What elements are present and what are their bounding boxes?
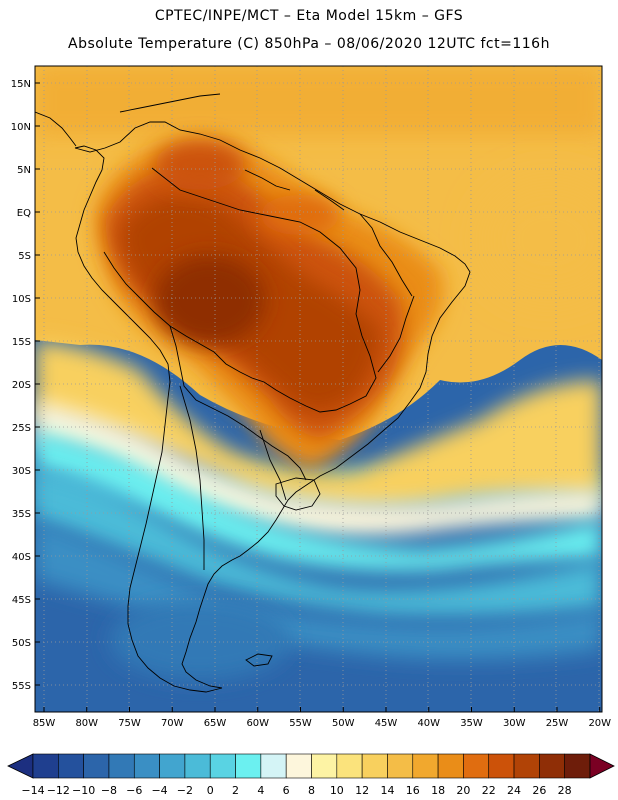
coastlines-and-borders (35, 93, 471, 693)
colorbar-swatch (412, 753, 439, 779)
lat-tick-label: 10N (11, 122, 31, 133)
colorbar-swatch (387, 753, 414, 779)
colorbar-label: 28 (558, 784, 572, 797)
colorbar-swatch (83, 753, 110, 779)
lat-tick-label: 5N (17, 165, 31, 176)
lon-tick-label: 30W (503, 718, 526, 729)
colorbar-label: 4 (257, 784, 264, 797)
colorbar-label: 26 (532, 784, 546, 797)
graticule (35, 66, 602, 712)
colorbar-swatch (463, 753, 490, 779)
lon-tick-label: 65W (204, 718, 227, 729)
lat-tick-label: 15S (12, 337, 31, 348)
colorbar-under-arrow (7, 753, 34, 779)
colorbar-label: 12 (355, 784, 369, 797)
temperature-colorbar: −14 −12 −10 −8 −6 −4 −2 0 2 4 6 8 10 12 14 16 18 20 22 24 26… (7, 753, 615, 797)
lon-tick-label: 55W (289, 718, 312, 729)
colorbar-label: −2 (177, 784, 193, 797)
colorbar-swatch (209, 753, 236, 779)
lat-tick-label: 10S (12, 294, 31, 305)
colorbar-label: −14 (21, 784, 44, 797)
colorbar-swatch (564, 753, 591, 779)
colorbar-label: 24 (507, 784, 521, 797)
colorbar-swatch (32, 753, 59, 779)
lon-tick-label: 20W (588, 718, 611, 729)
map-frame (34, 65, 603, 713)
colorbar-swatch (488, 753, 515, 779)
colorbar-swatch (513, 753, 540, 779)
colorbar-label: −6 (126, 784, 142, 797)
map-title-line-1: CPTEC/INPE/MCT – Eta Model 15km – GFS (154, 8, 464, 24)
map-title-line-2: Absolute Temperature (C) 850hPa – 08/06/… (68, 36, 550, 52)
colorbar-swatch (361, 753, 388, 779)
colorbar-swatch (159, 753, 186, 779)
colorbar-label: 2 (232, 784, 239, 797)
lon-tick-label: 35W (460, 718, 483, 729)
lat-tick-label: 35S (12, 509, 31, 520)
lat-tick-label: 30S (12, 466, 31, 477)
lat-tick-label: 50S (12, 638, 31, 649)
colorbar-label: −8 (101, 784, 117, 797)
colorbar-swatch (260, 753, 287, 779)
colorbar-label: 16 (406, 784, 420, 797)
colorbar-swatch (539, 753, 565, 779)
lon-tick-label: 40W (417, 718, 440, 729)
colorbar-label: 10 (330, 784, 344, 797)
latitude-axis: 15N 10N 5N EQ 5S 10S 15S 20S 25S 30S 35S 40S 45S 50S 5… (11, 79, 40, 692)
lat-tick-label: 5S (18, 251, 31, 262)
lat-tick-label: EQ (17, 208, 31, 219)
colorbar-swatch (108, 753, 135, 779)
colorbar-label: −10 (72, 784, 95, 797)
colorbar-label: 8 (308, 784, 315, 797)
lat-tick-label: 45S (12, 595, 31, 606)
lat-tick-label: 20S (12, 380, 31, 391)
colorbar-swatch (58, 753, 84, 779)
lat-tick-label: 40S (12, 552, 31, 563)
temperature-field (35, 66, 602, 712)
colorbar-label: 14 (380, 784, 394, 797)
lon-tick-label: 85W (33, 718, 56, 729)
lat-tick-label: 25S (12, 423, 31, 434)
colorbar-swatch (285, 753, 312, 779)
colorbar-label: 6 (283, 784, 290, 797)
longitude-axis: 85W 80W 75W 70W 65W 60W 55W 50W 45W 40W 35W 30W 25W 2… (33, 707, 611, 729)
lon-tick-label: 60W (246, 718, 269, 729)
colorbar-label: 22 (482, 784, 496, 797)
colorbar-over-arrow (589, 753, 615, 779)
colorbar-label: −4 (151, 784, 167, 797)
colorbar-swatch (437, 753, 464, 779)
colorbar-swatch (133, 753, 160, 779)
lon-tick-label: 25W (546, 718, 569, 729)
colorbar-swatch (336, 753, 363, 779)
lat-tick-label: 15N (11, 79, 31, 90)
colorbar-swatch (311, 753, 338, 779)
lon-tick-label: 45W (375, 718, 398, 729)
lon-tick-label: 75W (118, 718, 141, 729)
colorbar-label: 0 (207, 784, 214, 797)
colorbar-swatch (184, 753, 211, 779)
lon-tick-label: 80W (75, 718, 98, 729)
colorbar-label: 20 (456, 784, 470, 797)
lon-tick-label: 50W (332, 718, 355, 729)
lat-tick-label: 55S (12, 681, 31, 692)
colorbar-swatch (235, 753, 262, 779)
colorbar-label: 18 (431, 784, 445, 797)
lon-tick-label: 70W (161, 718, 184, 729)
colorbar-label: −12 (47, 784, 70, 797)
